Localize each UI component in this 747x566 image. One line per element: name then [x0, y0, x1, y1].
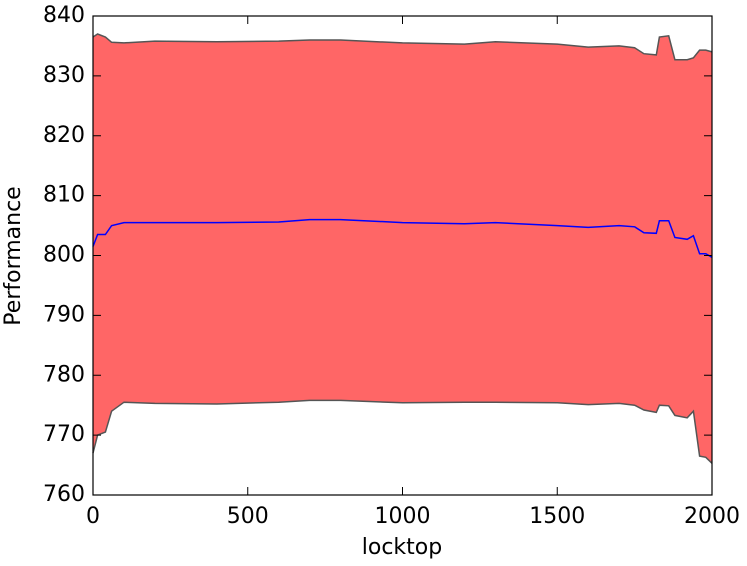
- y-tick-label: 820: [43, 123, 85, 148]
- y-tick-label: 790: [43, 302, 85, 327]
- x-tick-label: 1000: [375, 504, 431, 529]
- y-tick-label: 800: [43, 243, 85, 268]
- x-tick-label: 1500: [529, 504, 585, 529]
- band-lower-edge: [92, 399, 713, 464]
- y-tick-label: 780: [43, 362, 85, 387]
- y-axis-label: Performance: [1, 186, 26, 325]
- y-tick-label: 830: [43, 63, 85, 88]
- x-tick-label: 2000: [684, 504, 740, 529]
- line: [92, 218, 713, 258]
- x-tick-label: 500: [227, 504, 269, 529]
- y-tick-label: 760: [43, 482, 85, 507]
- x-tick-label: 0: [86, 504, 100, 529]
- y-tick-label: 840: [43, 3, 85, 28]
- y-tick-label: 810: [43, 183, 85, 208]
- y-tick-label: 770: [43, 422, 85, 447]
- band-area: [93, 34, 712, 464]
- band-upper-edge: [92, 33, 713, 61]
- x-axis-label: locktop: [362, 535, 442, 560]
